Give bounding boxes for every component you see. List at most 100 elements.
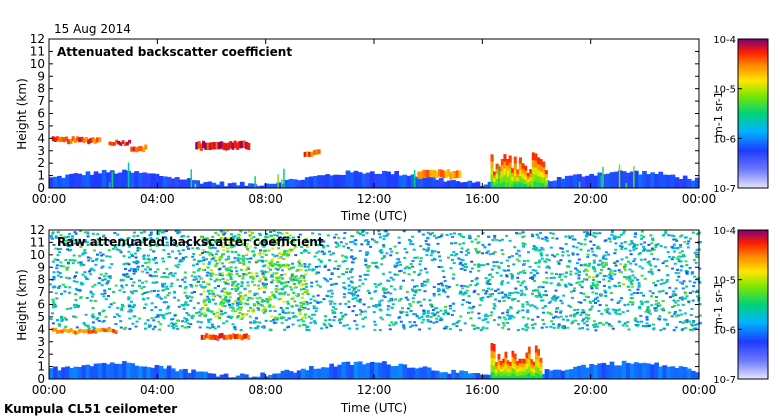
noise-cell	[385, 234, 389, 237]
noise-cell	[680, 296, 684, 299]
noise-cell	[305, 239, 309, 242]
noise-cell	[108, 275, 112, 278]
noise-cell	[278, 275, 282, 278]
noise-cell	[207, 299, 211, 301]
noise-cell	[55, 264, 59, 267]
noise-cell	[379, 282, 383, 285]
noise-cell	[366, 243, 370, 246]
noise-cell	[585, 234, 588, 237]
noise-cell	[406, 298, 410, 301]
noise-cell	[311, 232, 315, 235]
boundary-layer-cell	[374, 173, 379, 188]
boundary-layer-cell	[264, 183, 269, 188]
noise-cell	[261, 326, 265, 328]
boundary-layer-cell	[288, 371, 294, 379]
noise-cell	[320, 327, 324, 330]
colorbar-tick-label: 10-7	[713, 375, 736, 386]
noise-cell	[178, 285, 182, 288]
noise-cell	[317, 258, 321, 261]
noise-cell	[200, 312, 204, 315]
cloud-layer-cell	[209, 334, 213, 340]
boundary-layer-cell	[544, 369, 550, 379]
noise-cell	[540, 237, 544, 240]
noise-cell	[547, 301, 551, 304]
noise-cell	[105, 255, 109, 258]
noise-cell	[192, 306, 196, 309]
noise-cell	[177, 263, 181, 266]
noise-cell	[430, 251, 434, 254]
precip-plume-cell	[527, 372, 531, 380]
noise-cell	[193, 275, 197, 278]
noise-cell	[285, 250, 289, 253]
noise-cell	[636, 324, 639, 327]
noise-cell	[487, 235, 491, 238]
noise-cell	[551, 236, 555, 239]
noise-cell	[208, 326, 212, 329]
precip-plume-cell	[490, 343, 494, 351]
noise-cell	[298, 324, 302, 327]
noise-cell	[268, 243, 272, 246]
noise-cell	[544, 238, 548, 241]
noise-cell	[570, 322, 574, 325]
noise-cell	[380, 257, 384, 260]
boundary-layer-cell	[694, 372, 700, 379]
noise-cell	[419, 245, 423, 248]
cloud-layer-cell	[240, 335, 244, 341]
noise-cell	[292, 291, 296, 294]
cloud-layer-cell	[225, 335, 228, 340]
precip-plume-cell	[495, 368, 498, 373]
noise-cell	[399, 311, 403, 314]
noise-cell	[449, 267, 453, 270]
colorbar-tick-label: 10-6	[713, 325, 736, 336]
noise-cell	[451, 323, 455, 326]
noise-cell	[86, 243, 90, 246]
noise-cell	[444, 309, 447, 312]
precip-plume-cell	[490, 154, 494, 162]
noise-cell	[291, 296, 295, 299]
noise-cell	[192, 253, 196, 255]
noise-cell	[86, 231, 90, 234]
noise-cell	[121, 244, 125, 247]
noise-cell	[300, 264, 303, 267]
boundary-layer-cell	[654, 362, 659, 379]
colorbar-tick-label: 10-6	[713, 134, 736, 145]
noise-cell	[229, 278, 233, 281]
noise-cell	[249, 326, 253, 329]
noise-cell	[399, 269, 403, 272]
precip-plume-cell	[493, 171, 497, 176]
noise-cell	[363, 310, 367, 313]
precip-plume-cell	[534, 345, 538, 353]
noise-cell	[459, 290, 463, 293]
noise-cell	[149, 233, 153, 236]
noise-cell	[65, 236, 69, 239]
noise-cell	[538, 259, 541, 262]
noise-cell	[191, 314, 195, 317]
noise-cell	[388, 247, 392, 250]
noise-cell	[672, 290, 676, 293]
noise-cell	[254, 259, 258, 262]
noise-cell	[178, 260, 182, 263]
noise-cell	[617, 236, 621, 239]
noise-cell	[299, 306, 302, 309]
boundary-layer-cell	[597, 363, 603, 379]
noise-cell	[654, 306, 658, 309]
noise-cell	[217, 325, 221, 328]
noise-cell	[280, 232, 284, 235]
noise-cell	[418, 272, 422, 275]
noise-cell	[82, 263, 86, 266]
noise-cell	[183, 326, 187, 329]
noise-cell	[698, 267, 702, 270]
boundary-layer-cell	[309, 176, 314, 188]
noise-cell	[466, 285, 470, 288]
noise-cell	[236, 286, 240, 289]
noise-cell	[66, 244, 70, 247]
noise-cell	[136, 247, 140, 249]
noise-cell	[594, 329, 598, 332]
noise-cell	[304, 273, 308, 276]
noise-cell	[261, 244, 265, 247]
noise-cell	[422, 248, 426, 251]
noise-cell	[303, 280, 307, 282]
noise-cell	[443, 280, 447, 282]
noise-cell	[559, 247, 563, 250]
noise-cell	[476, 235, 480, 238]
